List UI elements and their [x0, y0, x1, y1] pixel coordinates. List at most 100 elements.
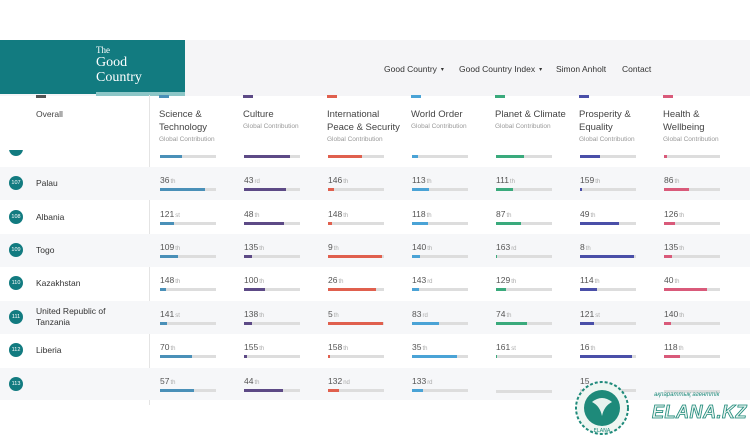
country-name[interactable]: Togo — [36, 245, 55, 255]
rank-cell[interactable]: 87th — [496, 209, 552, 225]
rank-cell[interactable]: 141st — [160, 309, 216, 325]
rank-cell[interactable]: 114th — [580, 275, 636, 291]
rank-number: 118 — [664, 342, 678, 352]
rank-cell[interactable] — [412, 152, 468, 158]
country-name[interactable]: Albania — [36, 212, 65, 222]
category-header-6[interactable]: Health & Wellbeing Global Contribution — [663, 95, 743, 143]
rank-cell[interactable] — [496, 152, 552, 158]
rank-cell[interactable]: 138th — [244, 309, 300, 325]
rank-cell[interactable]: 83rd — [412, 309, 468, 325]
rank-cell[interactable]: 111th — [496, 175, 552, 191]
rank-cell[interactable]: 70th — [160, 342, 216, 358]
rank-number: 36 — [160, 175, 170, 185]
category-header-2[interactable]: International Peace & Security Global Con… — [327, 95, 407, 143]
rank-number: 111 — [496, 175, 509, 185]
rank-cell[interactable]: 9th — [328, 242, 384, 258]
nav-contact[interactable]: Contact — [622, 64, 652, 74]
nav-simon-anholt[interactable]: Simon Anholt — [556, 64, 607, 74]
score-bar-fill — [412, 322, 439, 325]
rank-cell[interactable]: 35th — [412, 342, 468, 358]
category-header-5[interactable]: Prosperity & Equality Global Contribution — [579, 95, 659, 143]
rank-cell[interactable]: 158th — [328, 342, 384, 358]
rank-cell[interactable]: 132nd — [328, 376, 384, 392]
rank-cell[interactable] — [664, 152, 720, 158]
rank-cell[interactable]: 140th — [412, 242, 468, 258]
rank-cell[interactable]: 135th — [664, 242, 720, 258]
category-header-3[interactable]: World Order Global Contribution — [411, 95, 491, 130]
rank-cell[interactable]: 135th — [244, 242, 300, 258]
site-logo[interactable]: The Good Country — [0, 40, 185, 96]
nav-good-country[interactable]: Good Country ▾ — [384, 64, 444, 74]
rank-cell[interactable]: 48th — [244, 209, 300, 225]
rank-cell[interactable]: 155th — [244, 342, 300, 358]
score-bar-track — [412, 255, 468, 258]
rank-cell[interactable] — [496, 387, 552, 393]
rank-cell[interactable] — [160, 152, 216, 158]
rank-cell[interactable]: 140th — [664, 309, 720, 325]
rank-cell[interactable]: 121st — [160, 209, 216, 225]
rank-cell[interactable]: 159th — [580, 175, 636, 191]
country-name[interactable]: Liberia — [36, 345, 62, 355]
rank-cell[interactable]: 133rd — [412, 376, 468, 392]
category-header-4[interactable]: Planet & Climate Global Contribution — [495, 95, 575, 130]
rank-cell[interactable]: 126th — [664, 209, 720, 225]
rank-cell[interactable] — [328, 152, 384, 158]
rank-value: 43rd — [244, 175, 300, 185]
rank-cell[interactable]: 43rd — [244, 175, 300, 191]
rank-cell[interactable]: 113th — [412, 175, 468, 191]
score-bar-track — [328, 288, 384, 291]
score-bar-fill — [160, 355, 192, 358]
rank-cell[interactable] — [244, 152, 300, 158]
rank-cell[interactable] — [580, 152, 636, 158]
rank-suffix: st — [511, 346, 516, 352]
rank-cell[interactable]: 143rd — [412, 275, 468, 291]
rank-cell[interactable]: 86th — [664, 175, 720, 191]
rank-cell[interactable]: 16th — [580, 342, 636, 358]
table-row[interactable]: 113 57th 44th 132nd 133rd 15 — [0, 368, 750, 400]
rank-cell[interactable] — [664, 387, 720, 393]
rank-cell[interactable]: 148th — [160, 275, 216, 291]
rank-cell[interactable]: 49th — [580, 209, 636, 225]
country-name[interactable]: Palau — [36, 178, 58, 188]
table-row[interactable]: 106Saint Kitts and Nevis — [0, 150, 750, 166]
rank-cell[interactable]: 148th — [328, 209, 384, 225]
rank-cell[interactable]: 57th — [160, 376, 216, 392]
rank-cell[interactable]: 146th — [328, 175, 384, 191]
rank-cell[interactable]: 8th — [580, 242, 636, 258]
rank-cell[interactable]: 40th — [664, 275, 720, 291]
table-row[interactable]: 111 United Republic of Tanzania 141st 138th… — [0, 301, 750, 334]
category-header-0[interactable]: Science & Technology Global Contribution — [159, 95, 239, 143]
rank-value: 8th — [580, 242, 636, 252]
rank-cell[interactable]: 129th — [496, 275, 552, 291]
rank-cell[interactable]: 44th — [244, 376, 300, 392]
country-name[interactable]: United Republic of Tanzania — [36, 306, 106, 327]
score-bar-track — [580, 355, 636, 358]
rank-cell[interactable]: 118th — [412, 209, 468, 225]
rank-cell[interactable]: 5th — [328, 309, 384, 325]
rank-cell[interactable]: 121st — [580, 309, 636, 325]
rank-cell[interactable]: 100th — [244, 275, 300, 291]
table-row[interactable]: 112 Liberia 70th 155th 158th 35th 161st 16th 118… — [0, 334, 750, 367]
emblem-text: ELANA — [594, 428, 611, 434]
country-name[interactable]: Kazakhstan — [36, 278, 81, 288]
rank-cell[interactable]: 161st — [496, 342, 552, 358]
overall-header[interactable]: Overall — [36, 109, 63, 119]
table-row[interactable]: 109 Togo 109th 135th 9th 140th 163rd 8th 135th — [0, 234, 750, 267]
score-bar-track — [496, 288, 552, 291]
rank-suffix: th — [509, 179, 515, 185]
rank-cell[interactable]: 163rd — [496, 242, 552, 258]
rank-cell[interactable]: 74th — [496, 309, 552, 325]
rank-value: 140th — [412, 242, 468, 252]
table-row[interactable]: 110 Kazakhstan 148th 100th 26th 143rd 129th 114… — [0, 267, 750, 300]
table-row[interactable]: 108 Albania 121st 48th 148th 118th 87th 49th 126… — [0, 201, 750, 234]
rank-cell[interactable]: 118th — [664, 342, 720, 358]
table-row[interactable]: 107 Palau 36th 43rd 146th 113th 111th 159th 86th — [0, 167, 750, 200]
rank-value: 133rd — [412, 376, 468, 386]
rank-cell[interactable]: 109th — [160, 242, 216, 258]
category-header-1[interactable]: Culture Global Contribution — [243, 95, 323, 130]
rank-suffix: th — [585, 246, 591, 252]
rank-cell[interactable]: 36th — [160, 175, 216, 191]
nav-good-country-index[interactable]: Good Country Index ▾ — [459, 64, 542, 74]
category-color-bar — [411, 95, 421, 98]
rank-cell[interactable]: 26th — [328, 275, 384, 291]
